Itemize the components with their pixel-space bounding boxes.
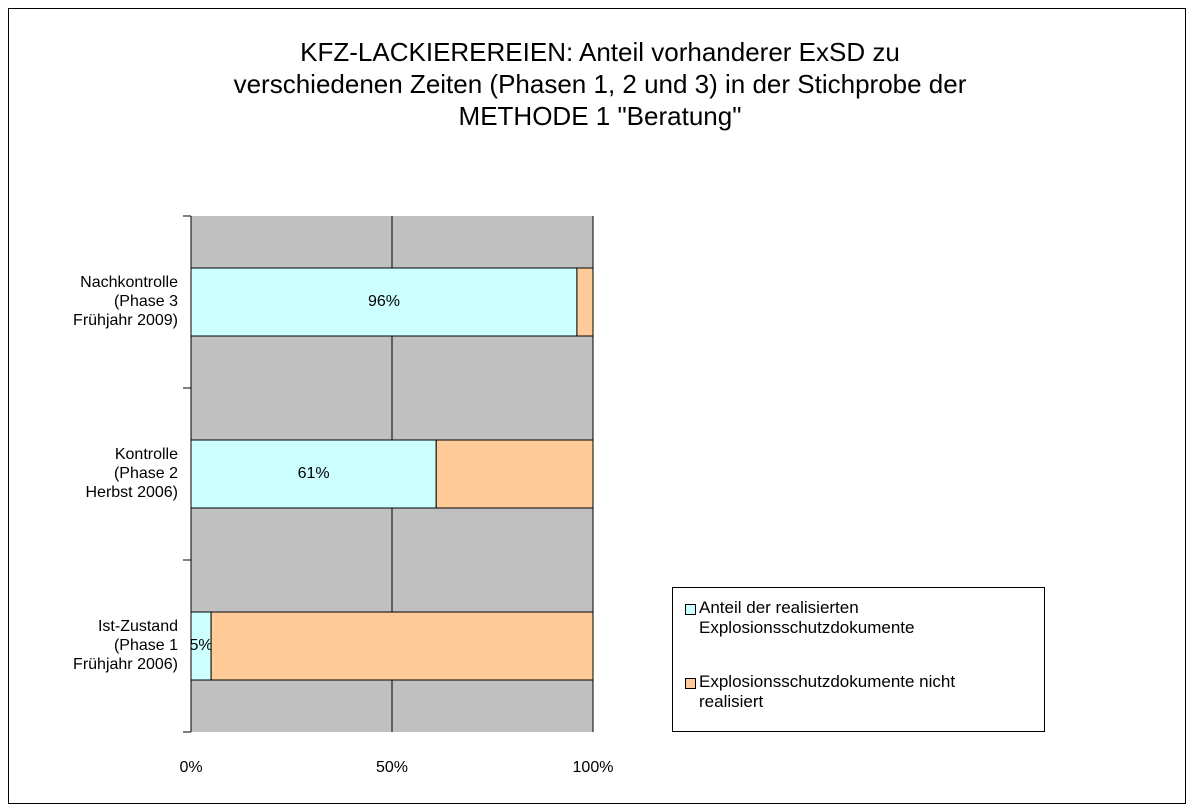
legend-label: Explosionsschutzdokumente nicht realisie… bbox=[699, 672, 956, 711]
legend-label: Anteil der realisierten Explosionsschutz… bbox=[699, 598, 915, 637]
data-label: 96% bbox=[368, 293, 400, 310]
x-tick-label: 0% bbox=[179, 759, 202, 776]
legend-swatch bbox=[685, 604, 696, 615]
bar-segment bbox=[576, 267, 594, 337]
x-tick-label: 50% bbox=[376, 759, 408, 776]
legend-item: Anteil der realisierten Explosionsschutz… bbox=[685, 598, 914, 638]
y-tick-label: Ist-Zustand (Phase 1 Frühjahr 2006) bbox=[73, 618, 178, 673]
legend-swatch bbox=[685, 678, 696, 689]
data-label: 61% bbox=[298, 465, 330, 482]
bar-segment bbox=[435, 439, 594, 509]
y-tick-label: Kontrolle (Phase 2 Herbst 2006) bbox=[85, 446, 179, 501]
chart-frame bbox=[8, 8, 1186, 804]
bar-segment bbox=[210, 611, 594, 681]
x-tick-label: 100% bbox=[573, 759, 614, 776]
y-tick-label: Nachkontrolle (Phase 3 Frühjahr 2009) bbox=[73, 274, 178, 329]
bar-segment bbox=[190, 267, 578, 337]
bar-segment bbox=[190, 439, 437, 509]
data-label: 5% bbox=[189, 637, 212, 654]
chart-title: KFZ-LACKIEREREIEN: Anteil vorhanderer Ex… bbox=[233, 37, 967, 131]
legend-item: Explosionsschutzdokumente nicht realisie… bbox=[685, 672, 955, 712]
legend: Anteil der realisierten Explosionsschutz… bbox=[672, 587, 1045, 732]
